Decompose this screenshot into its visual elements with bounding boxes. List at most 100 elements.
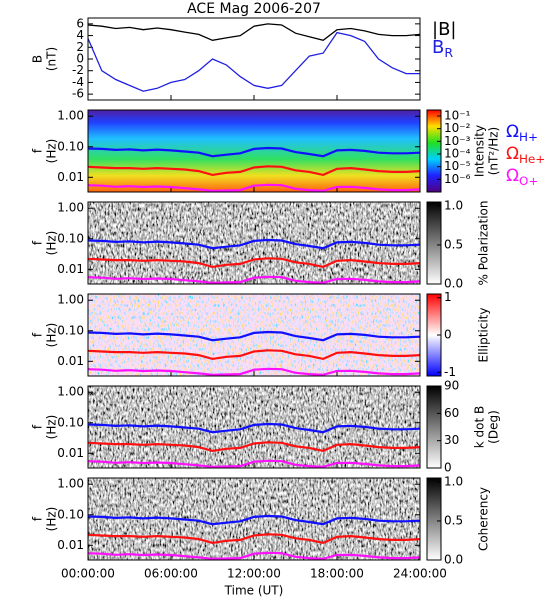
y-tick-label: 1.00: [57, 385, 84, 399]
line: [87, 23, 421, 42]
colorbar-label: k dot B: [473, 406, 487, 448]
colorbar-label: (nT²/Hz): [487, 127, 501, 175]
colorbar-tick-label: 10⁻¹: [444, 109, 471, 123]
y-tick-label: 0.10: [57, 323, 84, 337]
colorbar-tick-label: 1: [444, 290, 452, 304]
y-axis-label: (Hz): [45, 139, 59, 164]
legend-name: Ω: [506, 166, 519, 186]
legend-name: B: [432, 37, 444, 58]
colorbar-label: Coherency: [477, 487, 491, 551]
y-tick-label: 1.00: [57, 293, 84, 307]
y-tick-label: 0.10: [57, 231, 84, 245]
y-axis-label: f: [31, 240, 45, 245]
chart-title: ACE Mag 2006-207: [187, 1, 321, 17]
y-tick-label: 1.00: [57, 477, 84, 491]
y-tick-label: 0.01: [57, 262, 84, 276]
legend-sub: He+: [519, 152, 545, 166]
y-tick-label: 0.01: [57, 446, 84, 460]
y-tick-label: 0.10: [57, 415, 84, 429]
x-tick-label: 24:00:00: [393, 567, 447, 581]
cyclotron-line: [87, 183, 421, 192]
colorbar-tick-label: 10⁻⁴: [444, 147, 471, 161]
y-tick-label: 4: [76, 28, 84, 42]
y-tick-label: 0.01: [57, 538, 84, 552]
plot-frame: [87, 293, 421, 377]
colorbar-tick-label: 10⁻³: [444, 134, 471, 148]
legend-label: |B|: [432, 19, 456, 40]
y-axis-label: f: [31, 332, 45, 337]
cyclotron-line: [87, 514, 421, 526]
legend-label: BR: [432, 37, 453, 60]
colorbar-tick-label: 0.0: [444, 553, 463, 567]
colorbar-label: % Polarization: [477, 201, 491, 286]
line: [87, 31, 420, 92]
cyclotron-line: [87, 551, 421, 560]
y-tick-label: -6: [72, 87, 84, 101]
colorbar-tick-label: 60: [444, 406, 459, 420]
legend-sub: H+: [519, 130, 538, 144]
colorbar-tick-label: 1.0: [444, 198, 463, 212]
colorbar-tick-label: 10⁻⁵: [444, 159, 471, 173]
colorbar-tick-label: 0.0: [444, 277, 463, 291]
legend-sub: O+: [519, 174, 538, 188]
cyclotron-line: [87, 459, 421, 468]
legend-name: |B|: [432, 19, 456, 40]
cyclotron-line: [87, 349, 421, 361]
y-axis-label: (Hz): [45, 231, 59, 256]
cyclotron-line: [87, 533, 421, 545]
y-tick-label: 0: [76, 52, 84, 66]
y-tick-label: -4: [72, 75, 84, 89]
y-tick-label: 0.01: [57, 354, 84, 368]
colorbar: [426, 201, 442, 285]
colorbar-tick-label: 0.5: [444, 513, 463, 527]
legend-label: ΩO+: [506, 166, 538, 188]
y-axis-label: (Hz): [45, 415, 59, 440]
colorbar-label: (Deg): [487, 410, 501, 444]
cyclotron-line: [87, 330, 421, 342]
y-tick-label: 6: [76, 16, 84, 30]
cyclotron-line: [87, 367, 421, 376]
colorbar-tick-label: 30: [444, 433, 459, 447]
cyclotron-line: [87, 275, 421, 284]
legend-sub: R: [444, 45, 453, 60]
y-tick-label: 1.00: [57, 109, 84, 123]
plot-frame: [87, 477, 421, 561]
colorbar-tick-label: 0.5: [444, 237, 463, 251]
x-tick-label: 00:00:00: [61, 567, 115, 581]
y-axis-label: f: [31, 148, 45, 153]
plot-frame: [87, 201, 421, 285]
colorbar-tick-label: 90: [444, 379, 459, 393]
y-tick-label: 2: [76, 40, 84, 54]
y-axis-label: (Hz): [45, 323, 59, 348]
colorbar-label: Intensity: [473, 125, 487, 177]
y-axis-label: f: [31, 516, 45, 521]
colorbar-tick-label: 0: [444, 461, 452, 475]
y-tick-label: 0.10: [57, 507, 84, 521]
cyclotron-line: [87, 257, 421, 269]
colorbar: [426, 385, 442, 469]
cyclotron-line: [87, 441, 421, 453]
y-axis-label: (nT): [45, 47, 59, 71]
plot-frame: [87, 109, 421, 193]
y-axis-label: f: [31, 424, 45, 429]
cyclotron-line: [87, 422, 421, 434]
colorbar-tick-label: 10⁻²: [444, 121, 471, 135]
x-tick-label: 18:00:00: [310, 567, 364, 581]
plot-frame: [87, 17, 421, 101]
x-tick-label: 12:00:00: [227, 567, 281, 581]
cyclotron-line: [87, 238, 421, 250]
plot-frame: [87, 385, 421, 469]
colorbar: [426, 109, 442, 193]
legend-label: ΩH+: [506, 122, 538, 144]
cyclotron-line: [87, 165, 421, 177]
y-tick-label: 0.01: [57, 170, 84, 184]
legend-name: Ω: [506, 122, 519, 142]
y-axis-label: (Hz): [45, 507, 59, 532]
colorbar-tick-label: 10⁻⁶: [444, 172, 471, 186]
legend-label: ΩHe+: [506, 144, 545, 166]
y-tick-label: 1.00: [57, 201, 84, 215]
cyclotron-line: [87, 146, 421, 158]
colorbar-tick-label: 0: [444, 328, 452, 342]
y-tick-label: -2: [72, 63, 84, 77]
